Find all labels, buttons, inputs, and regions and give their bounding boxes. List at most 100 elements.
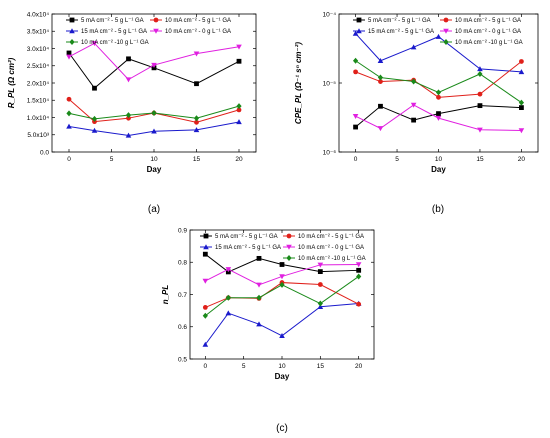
data-point [435, 115, 442, 121]
x-axis-label: Day [275, 372, 290, 381]
x-tick-label: 20 [235, 156, 243, 163]
x-axis-label: Day [147, 165, 162, 174]
series-1 [66, 50, 242, 91]
data-point [202, 278, 209, 284]
data-point [236, 103, 242, 110]
series-line [68, 105, 240, 120]
data-point [279, 274, 285, 280]
legend: 5 mA cm⁻² - 5 g L⁻¹ GA 10 mA cm⁻² - 5 g L… [66, 17, 231, 46]
data-point [236, 119, 242, 125]
series-line [355, 60, 522, 104]
data-point [225, 294, 231, 301]
y-tick-label: 10⁻⁶ [323, 149, 337, 156]
legend: 5 mA cm⁻² - 5 g L⁻¹ GA 15 mA cm⁻² - 5 g L… [200, 233, 366, 262]
series-3 [66, 119, 242, 138]
data-point [353, 124, 358, 130]
legend-marker [356, 17, 362, 23]
series-5 [66, 103, 242, 122]
legend: 5 mA cm⁻² - 5 g L⁻¹ GA 15 mA cm⁻² - 5 g L… [353, 17, 523, 46]
chart-panel-3: 0 5 10 15 20 0.5 0.6 0.7 0.8 0.9 Day n_PL 5 mA cm⁻² … [161, 227, 375, 434]
data-point [317, 300, 323, 307]
data-point [378, 103, 383, 109]
y-tick-label: 0.6 [178, 324, 187, 331]
series-line [355, 33, 522, 73]
data-point [279, 281, 285, 288]
legend-label: 10 mA cm⁻² - 0 g L⁻¹ GA [298, 245, 364, 251]
data-point [435, 33, 442, 39]
data-point [378, 79, 383, 84]
data-point [194, 81, 199, 87]
data-point [436, 94, 441, 100]
data-point [411, 78, 417, 85]
panel-caption: (b) [432, 204, 444, 215]
data-point [352, 57, 359, 64]
y-tick-label: 1.5x10⁴ [27, 98, 50, 105]
data-point [519, 105, 524, 111]
legend-marker [153, 28, 159, 34]
series-line [205, 282, 359, 308]
legend-label: 15 mA cm⁻² - 5 g L⁻¹ GA [368, 29, 434, 35]
data-point [256, 321, 262, 327]
data-point [202, 341, 209, 347]
data-point [410, 44, 417, 50]
data-point [377, 57, 384, 63]
legend-marker [69, 17, 75, 23]
data-point [477, 71, 483, 78]
panel-caption: (c) [276, 423, 288, 434]
data-point [202, 251, 208, 257]
data-point [317, 269, 323, 275]
series-line [355, 61, 522, 98]
legend-label: 5 mA cm⁻² - 5 g L⁻¹ GA [81, 18, 144, 24]
y-tick-label: 0.5 [178, 356, 187, 363]
chart-panel-2: 0 5 10 15 20 10⁻⁶ 10⁻⁵ 10⁻⁴ Day CPE_PL (Ω⁻¹ sⁿ cm… [294, 11, 539, 215]
data-point [477, 127, 483, 133]
legend-label: 10 mA cm⁻² -10 g L⁻¹ GA [455, 40, 523, 46]
data-point [225, 310, 232, 316]
data-point [256, 255, 262, 261]
legend-marker [286, 233, 292, 239]
y-tick-label: 3.5x10⁴ [27, 29, 50, 36]
data-point [477, 91, 483, 97]
y-tick-label: 10⁻⁵ [323, 80, 337, 87]
data-point [518, 128, 525, 134]
series-line [68, 42, 240, 81]
legend-label: 10 mA cm⁻² -10 g L⁻¹ GA [81, 40, 149, 46]
data-point [352, 114, 359, 120]
data-point [377, 126, 384, 132]
series-2 [202, 300, 362, 347]
data-point [66, 50, 72, 56]
data-point [151, 128, 157, 134]
data-point [125, 77, 132, 83]
series-line [355, 104, 522, 131]
x-tick-label: 5 [395, 156, 399, 163]
series-5 [352, 57, 525, 106]
data-point [91, 127, 98, 133]
x-tick-label: 0 [67, 156, 71, 163]
y-tick-label: 0.8 [178, 260, 187, 267]
x-tick-label: 10 [150, 156, 158, 163]
series-4 [66, 41, 242, 83]
data-point [256, 294, 262, 301]
x-tick-label: 15 [317, 363, 325, 370]
data-point [436, 111, 441, 117]
series-line [68, 52, 240, 89]
data-point [317, 262, 324, 268]
data-point [151, 62, 157, 68]
data-point [236, 58, 242, 64]
legend-marker [203, 244, 209, 250]
legend-marker [69, 39, 75, 45]
data-point [477, 103, 483, 109]
y-tick-label: 2.0x10⁴ [27, 80, 50, 87]
legend-marker [443, 28, 449, 34]
data-point [66, 54, 72, 60]
legend-label: 10 mA cm⁻² - 5 g L⁻¹ GA [455, 18, 521, 24]
legend-label: 10 mA cm⁻² - 5 g L⁻¹ GA [298, 234, 364, 240]
series-4 [352, 102, 525, 134]
x-tick-label: 15 [476, 156, 484, 163]
data-point [435, 89, 442, 96]
data-point [317, 282, 323, 287]
legend-label: 10 mA cm⁻² - 5 g L⁻¹ GA [165, 18, 231, 24]
data-point [411, 117, 417, 123]
data-point [126, 56, 131, 62]
